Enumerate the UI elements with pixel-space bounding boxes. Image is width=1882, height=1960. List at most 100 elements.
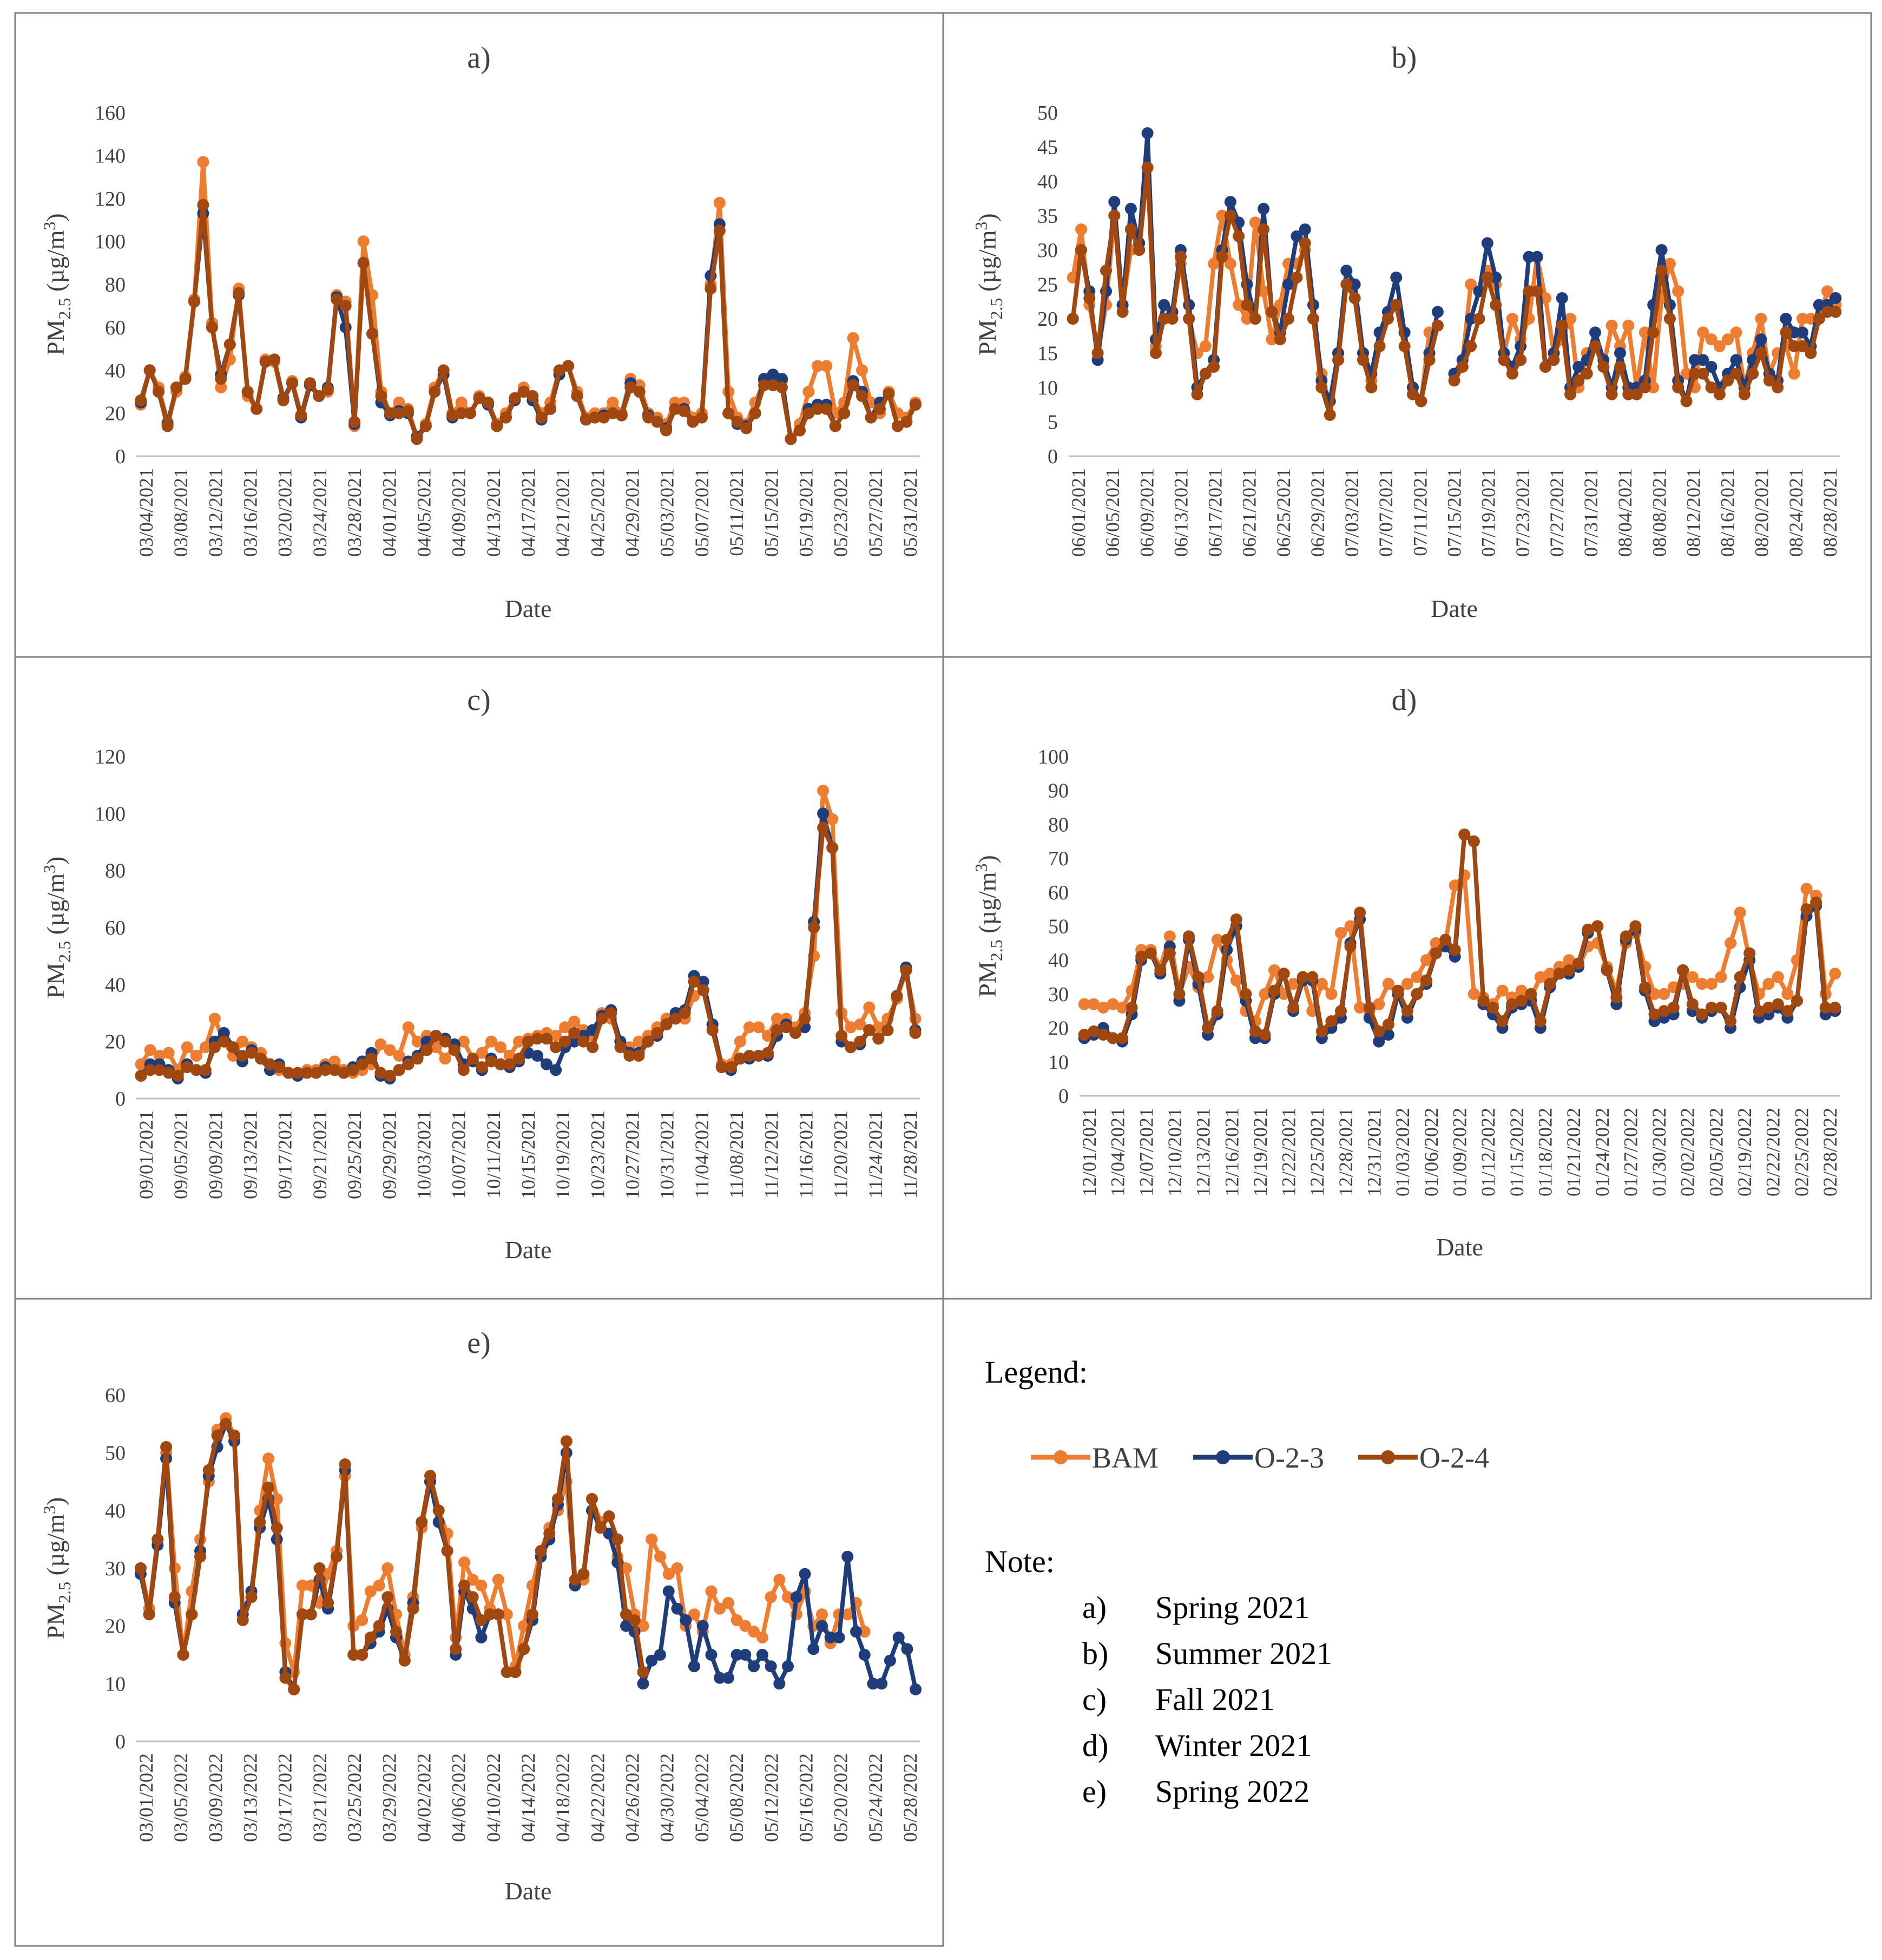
data-point-d-o24	[1297, 971, 1309, 983]
x-tick-label-e: 04/10/2022	[483, 1753, 504, 1842]
x-tick-label-a: 04/05/2021	[413, 468, 435, 557]
data-point-a-o24	[348, 416, 361, 428]
x-tick-label-d: 02/19/2022	[1734, 1108, 1755, 1196]
data-point-c-o24	[338, 1067, 350, 1079]
data-point-d-o24	[1534, 1015, 1547, 1028]
data-point-b-o24	[1556, 319, 1568, 332]
data-point-e-o24	[168, 1591, 181, 1603]
data-point-b-o24	[1332, 354, 1344, 366]
data-point-c-o24	[688, 976, 700, 988]
y-tick-label-b: 45	[1037, 136, 1058, 159]
x-tick-label-d: 02/05/2022	[1705, 1108, 1727, 1196]
data-point-c-o24	[881, 1024, 894, 1036]
y-tick-label-b: 50	[1037, 102, 1058, 124]
x-tick-label-e: 04/02/2022	[413, 1753, 435, 1842]
data-point-b-o24	[1315, 382, 1328, 393]
data-point-d-o24	[1278, 968, 1290, 980]
data-point-b-bam	[1605, 319, 1618, 332]
data-point-c-o24	[541, 1032, 553, 1045]
y-tick-label-d: 30	[1048, 983, 1069, 1006]
data-point-d-bam	[1078, 998, 1090, 1010]
data-point-d-bam	[1762, 978, 1775, 990]
x-tick-label-a: 05/31/2021	[899, 468, 921, 557]
data-point-d-o24	[1392, 984, 1404, 997]
data-point-d-bam	[1325, 988, 1338, 1000]
data-point-b-bam	[1564, 313, 1576, 325]
data-point-a-o24	[580, 413, 592, 426]
y-tick-label-d: 60	[1048, 882, 1069, 904]
data-point-b-bam	[1755, 313, 1767, 325]
y-axis-label-b: PM2.5 (µg/m3)	[971, 213, 1006, 356]
data-point-e-o24	[484, 1608, 496, 1621]
data-point-c-bam	[439, 1053, 451, 1065]
data-point-b-o24	[1199, 367, 1212, 380]
data-point-e-bam	[662, 1568, 675, 1580]
data-point-a-o24	[286, 377, 298, 390]
data-point-e-o24	[339, 1458, 351, 1470]
data-point-b-o24	[1365, 382, 1378, 393]
data-point-d-o24	[1173, 988, 1186, 1000]
x-tick-label-a: 05/03/2021	[656, 468, 678, 557]
data-point-d-o24	[1781, 1005, 1794, 1017]
data-point-d-bam	[1696, 978, 1708, 990]
data-point-b-o24	[1531, 285, 1543, 298]
data-point-a-o24	[802, 407, 815, 419]
data-point-a-o24	[758, 379, 770, 391]
data-point-a-o24	[883, 387, 895, 400]
y-tick-label-d: 40	[1048, 949, 1069, 972]
data-point-d-bam	[1401, 978, 1413, 990]
panel-borders	[14, 12, 1872, 1947]
data-point-a-o24	[874, 403, 886, 415]
data-point-e-bam	[705, 1585, 718, 1597]
data-point-c-o24	[218, 1035, 230, 1048]
note-title: Note:	[985, 1544, 1055, 1579]
data-point-d-bam	[1335, 927, 1347, 939]
data-point-d-o24	[1572, 957, 1584, 970]
data-point-b-bam	[1821, 285, 1833, 298]
series-d-o24	[1078, 828, 1841, 1044]
data-point-c-bam	[559, 1021, 571, 1034]
data-point-c-o24	[172, 1069, 184, 1082]
data-point-d-bam	[1544, 968, 1556, 980]
data-point-b-o24	[1191, 388, 1203, 400]
data-point-b-o24	[1224, 209, 1236, 222]
x-tick-label-b: 08/20/2021	[1751, 468, 1773, 557]
data-point-b-o23	[1830, 292, 1842, 304]
data-point-a-o24	[499, 411, 512, 424]
data-point-c-bam	[826, 813, 839, 825]
data-point-d-bam	[1468, 988, 1480, 1000]
data-point-b-bam	[1697, 326, 1709, 339]
data-point-a-o24	[313, 390, 325, 402]
data-point-b-o23	[1158, 299, 1170, 311]
data-point-c-o24	[872, 1032, 885, 1045]
x-tick-label-b: 07/23/2021	[1512, 468, 1534, 557]
x-tick-label-d: 01/09/2022	[1449, 1108, 1471, 1196]
data-point-c-bam	[633, 1035, 645, 1048]
data-point-a-bam	[811, 360, 824, 372]
data-point-b-bam	[1506, 313, 1518, 325]
chart-d: d) 0 10 20 30 40 50 60 70 80 90 100 PM2.5 (µg/m3) 12/…	[971, 683, 1841, 1261]
data-point-e-o24	[611, 1533, 624, 1545]
data-point-b-o24	[1490, 299, 1502, 311]
data-point-b-o24	[1299, 237, 1311, 249]
y-tick-label-a: 120	[95, 188, 126, 211]
data-point-c-o24	[734, 1053, 746, 1065]
chart-title-d: d)	[1392, 683, 1417, 717]
data-point-e-o23	[662, 1585, 675, 1597]
data-point-d-o24	[1639, 981, 1651, 994]
data-point-c-bam	[771, 1012, 783, 1025]
data-point-a-bam	[820, 360, 833, 372]
data-point-e-bam	[262, 1452, 274, 1465]
data-point-e-bam	[671, 1562, 683, 1574]
data-point-e-bam	[782, 1591, 794, 1603]
x-tick-label-e: 04/22/2022	[587, 1753, 608, 1842]
x-tick-label-c: 11/08/2021	[726, 1110, 747, 1199]
data-point-d-o24	[1401, 1005, 1413, 1017]
x-tick-label-b: 06/09/2021	[1136, 468, 1157, 557]
data-point-e-o24	[245, 1591, 258, 1603]
x-tick-label-d: 12/13/2021	[1193, 1108, 1214, 1196]
y-tick-label-d: 70	[1048, 847, 1069, 870]
data-point-d-bam	[1287, 978, 1300, 990]
data-point-d-o24	[1221, 933, 1233, 946]
data-point-c-o24	[328, 1064, 341, 1076]
